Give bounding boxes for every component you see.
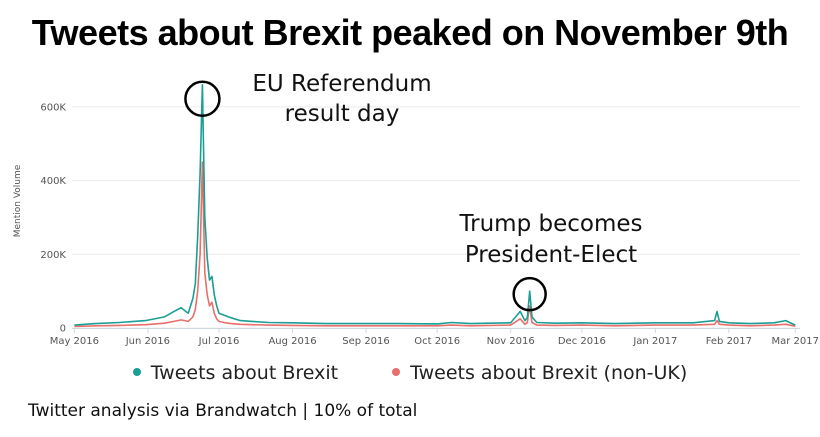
axes: 0 200K 400K 600K May 2016 Jun 2016 Jul 2016 Aug…	[13, 102, 819, 347]
series-line-0	[74, 83, 796, 326]
legend-label-tweets-non-uk: Tweets about Brexit (non-UK)	[410, 362, 688, 384]
legend-dot-icon	[392, 367, 401, 376]
series-line-1	[74, 161, 796, 328]
x-tick-label: Mar 2017	[772, 336, 820, 347]
annotation-circle	[184, 80, 221, 117]
legend: Tweets about Brexit Tweets about Brexit …	[0, 362, 820, 384]
annotation-text: President-Elect	[465, 242, 637, 268]
x-tick-label: Jun 2016	[125, 336, 170, 347]
gridlines	[72, 106, 800, 329]
x-tick-label: May 2016	[50, 336, 99, 347]
y-tick-label: 400K	[40, 176, 66, 187]
x-tick-label: Aug 2016	[268, 336, 316, 347]
x-tick-label: Oct 2016	[414, 336, 460, 347]
y-tick-label: 0	[60, 324, 66, 335]
annotation-text: result day	[285, 101, 400, 127]
chart-title: Tweets about Brexit peaked on November 9…	[31, 12, 789, 53]
y-tick-label: 200K	[40, 250, 66, 261]
x-tick-label: Dec 2016	[558, 336, 606, 347]
legend-label-tweets: Tweets about Brexit	[150, 362, 339, 384]
series-group	[74, 83, 796, 328]
annotations: EU Referendum result day Trump becomes Pres…	[184, 71, 643, 312]
legend-dot-icon	[132, 367, 141, 376]
y-axis-title: Mention Volume	[13, 164, 23, 237]
annotation-text: EU Referendum	[252, 71, 431, 97]
y-tick-label: 600K	[40, 102, 66, 113]
legend-item-tweets-non-uk[interactable]: Tweets about Brexit (non-UK)	[392, 362, 687, 384]
annotation-text: Trump becomes	[458, 211, 642, 237]
x-tick-label: Nov 2016	[487, 336, 535, 347]
x-tick-label: Jan 2017	[632, 336, 677, 347]
annotation-circle	[512, 276, 547, 312]
x-tick-label: Jul 2016	[198, 336, 240, 347]
source-caption: Twitter analysis via Brandwatch | 10% of…	[28, 401, 418, 421]
legend-item-tweets[interactable]: Tweets about Brexit	[132, 362, 339, 384]
x-tick-label: Feb 2017	[706, 336, 752, 347]
x-tick-label: Sep 2016	[342, 336, 389, 347]
